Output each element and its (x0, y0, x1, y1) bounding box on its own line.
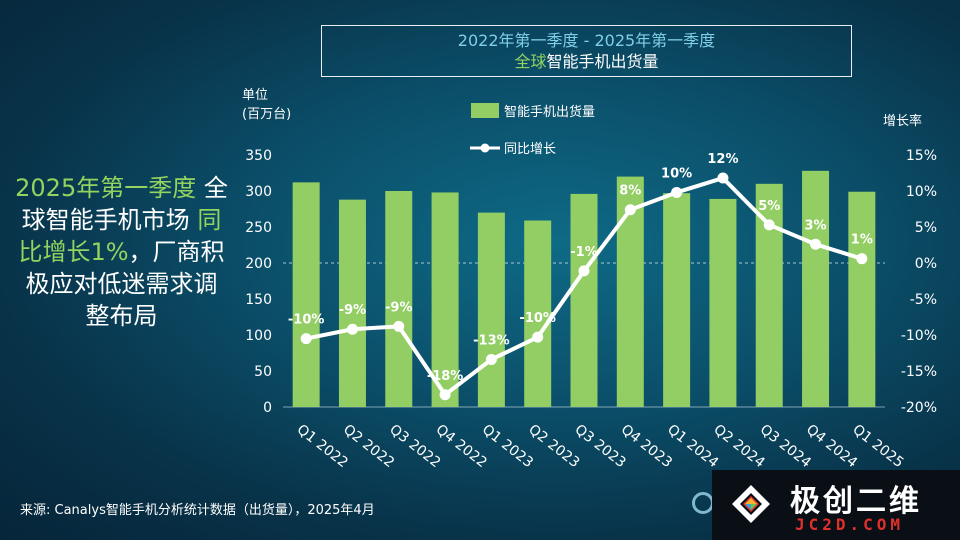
y-axis-unit-line2: (百万台) (242, 107, 292, 122)
x-tick-label: Q1 2023 (479, 422, 536, 472)
headline-rest: ，厂商积极应对低迷需求调整布局 (25, 238, 225, 330)
growth-data-label: -13% (473, 333, 510, 348)
bar (338, 199, 366, 407)
growth-data-label: 3% (804, 218, 826, 233)
chart-title-rest: 智能手机出货量 (546, 52, 659, 71)
bar (663, 193, 691, 407)
x-tick-label: Q2 2023 (525, 422, 582, 472)
growth-data-label: 10% (661, 166, 692, 181)
legend-bar-swatch (471, 103, 499, 118)
x-tick-label: Q2 2022 (340, 422, 397, 472)
bar (385, 191, 413, 407)
y-tick-label: 100 (245, 328, 272, 344)
y2-tick-label: -5% (910, 292, 937, 308)
x-tick-label: Q3 2024 (757, 422, 814, 472)
y-tick-label: 50 (254, 364, 272, 380)
growth-point (393, 320, 405, 332)
y2-tick-label: -10% (901, 328, 937, 344)
legend-line-label: 同比增长 (504, 142, 556, 157)
x-tick-label: Q4 2023 (618, 422, 675, 472)
bar (524, 220, 552, 407)
y2-tick-label: 10% (906, 184, 937, 200)
growth-point (717, 172, 729, 184)
growth-point (346, 323, 358, 335)
growth-point (810, 238, 822, 250)
bar (570, 193, 598, 407)
growth-point (578, 265, 590, 277)
y-tick-label: 250 (245, 220, 272, 236)
legend-line-marker (480, 143, 490, 153)
y2-tick-label: 15% (906, 148, 937, 164)
growth-data-label: -10% (288, 313, 325, 328)
x-tick-label: Q1 2025 (849, 422, 906, 472)
x-tick-label: Q1 2024 (664, 422, 721, 472)
growth-data-label: -18% (427, 369, 464, 384)
bar-series (292, 170, 876, 407)
y-tick-label: 150 (245, 292, 272, 308)
watermark-ring-icon (692, 492, 714, 514)
source-note: 来源: Canalys智能手机分析统计数据（出货量），2025年4月 (20, 503, 375, 518)
headline-market: 全球智能手机市场 (21, 174, 228, 234)
growth-point (485, 353, 497, 365)
x-tick-label: Q2 2024 (710, 422, 767, 472)
growth-point (532, 331, 544, 343)
chart-title-main: 全球智能手机出货量 (322, 51, 851, 73)
y2-tick-label: -15% (901, 364, 937, 380)
watermark-name: 极创二维 (790, 484, 922, 519)
y2-axis-label: 增长率 (883, 114, 923, 129)
headline-text: 2025年第一季度 全球智能手机市场 同比增长1%，厂商积极应对低迷需求调整布局 (14, 172, 229, 332)
y2-tick-label: 5% (915, 220, 937, 236)
x-tick-label: Q1 2022 (294, 422, 351, 472)
headline-growth: 同比增长1% (18, 206, 222, 266)
x-tick-label: Q3 2022 (386, 422, 443, 472)
line-series: -10% -9% -9% -18% -13% -10% -1% 8% 10% 12% 5% 3% 1% (288, 152, 873, 401)
growth-data-label: -1% (570, 245, 597, 260)
growth-data-label: 8% (619, 184, 641, 199)
bar (802, 170, 830, 407)
y-tick-label: 0 (263, 400, 272, 416)
growth-data-label: 1% (851, 233, 873, 248)
y-tick-label: 350 (245, 148, 272, 164)
growth-point (300, 333, 312, 345)
bar (848, 191, 876, 407)
y-tick-label: 200 (245, 256, 272, 272)
growth-point (763, 219, 775, 231)
x-tick-label: Q3 2023 (572, 422, 629, 472)
growth-point (671, 186, 683, 198)
bar (431, 192, 459, 407)
growth-data-label: 5% (758, 199, 780, 214)
growth-data-label: -9% (339, 303, 366, 318)
chart-title-accent: 全球 (514, 52, 547, 71)
headline-period: 2025年第一季度 (15, 174, 197, 202)
growth-point (624, 204, 636, 216)
bar (709, 198, 737, 407)
watermark-logo: 极创二维 JC2D.COM (692, 470, 960, 540)
growth-point (439, 389, 451, 401)
x-tick-label: Q4 2024 (803, 422, 860, 472)
watermark-diamond-icon (732, 485, 770, 523)
y2-tick-label: -20% (901, 400, 937, 416)
growth-data-label: -9% (385, 300, 412, 315)
growth-point (856, 253, 868, 265)
y2-tick-label: 0% (915, 256, 937, 272)
bar (477, 212, 505, 407)
chart-title-box: 2022年第一季度 - 2025年第一季度 全球智能手机出货量 (321, 25, 852, 77)
growth-data-label: -10% (519, 311, 556, 326)
legend-bar-label: 智能手机出货量 (504, 104, 595, 120)
x-tick-label: Q4 2022 (433, 422, 490, 472)
watermark-domain: JC2D.COM (795, 515, 905, 534)
y-axis-unit-line1: 单位 (242, 88, 269, 103)
y-tick-label: 300 (245, 184, 272, 200)
bar (292, 182, 320, 407)
growth-data-label: 12% (707, 152, 738, 167)
chart-title-period: 2022年第一季度 - 2025年第一季度 (457, 31, 716, 50)
y-axis-unit-label: 单位 (百万台) (242, 86, 291, 124)
